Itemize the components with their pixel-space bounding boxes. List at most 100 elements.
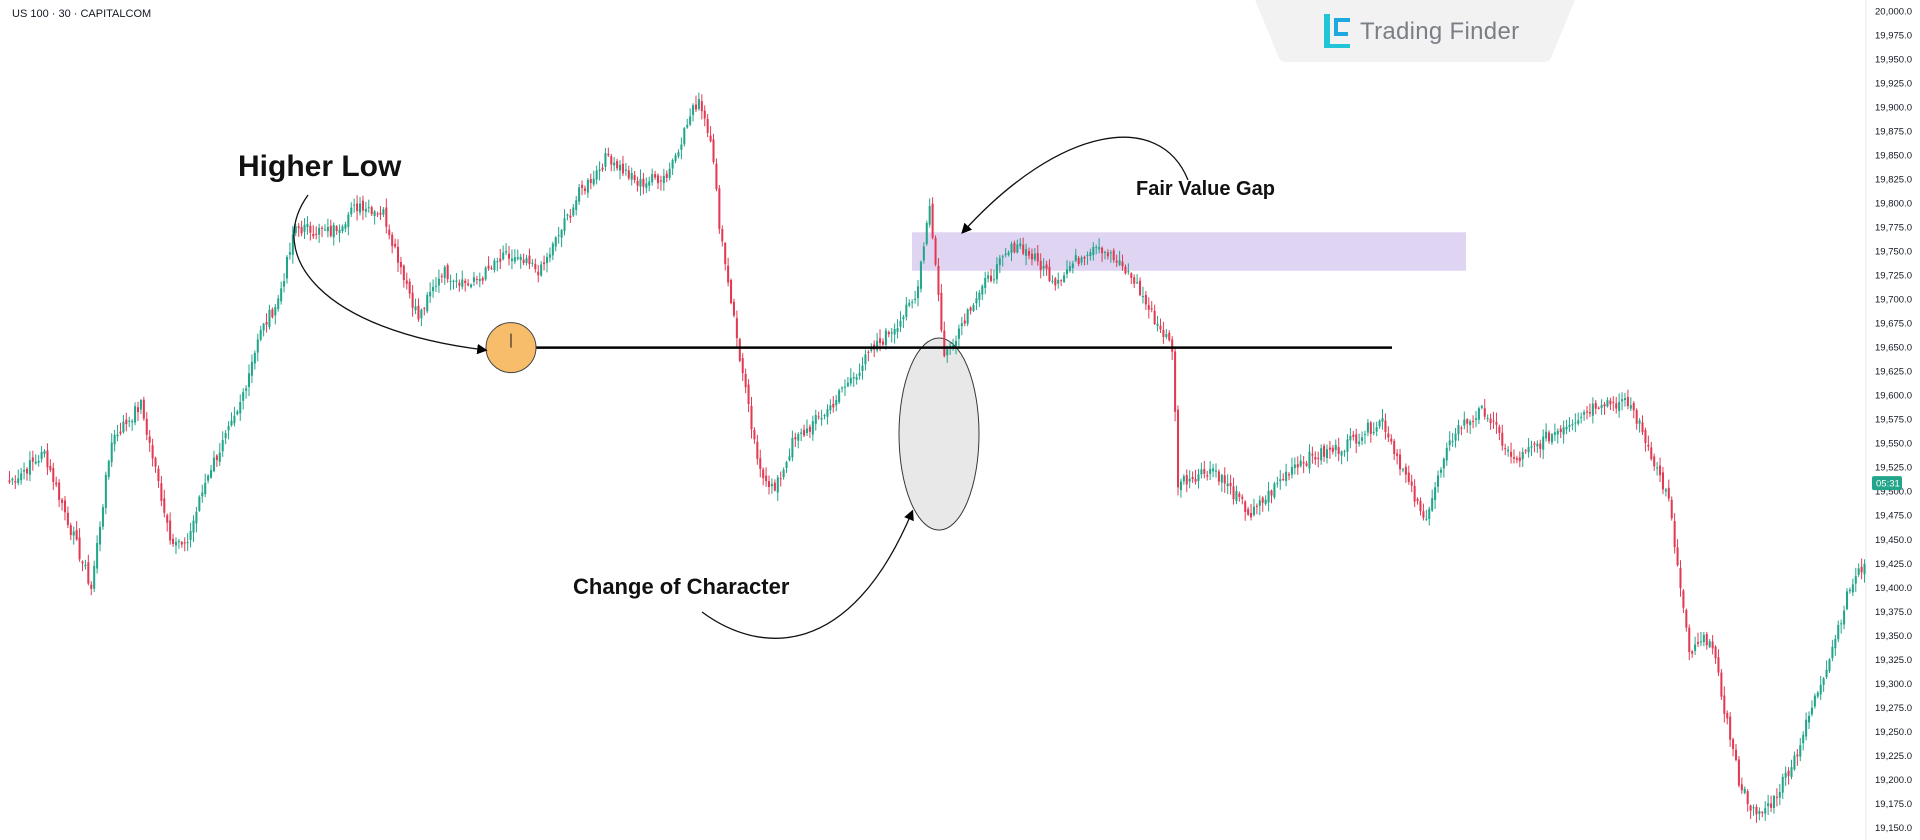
candle-body [1805, 719, 1808, 737]
candle-body [808, 426, 811, 432]
candle-body [163, 498, 166, 513]
candle-body [1226, 483, 1229, 487]
candle-body [700, 101, 703, 112]
candle-body [1781, 776, 1784, 793]
candle-body [84, 564, 87, 567]
candle-body [1328, 447, 1331, 450]
candle-body [1308, 451, 1311, 469]
candle-body [1103, 251, 1107, 253]
candle-body [25, 468, 29, 474]
candle-body [323, 229, 326, 231]
candle-body [1296, 464, 1299, 468]
candle-body [896, 328, 899, 332]
candle-body [1299, 460, 1302, 467]
candle-body [347, 214, 350, 227]
candle-body [1092, 246, 1095, 255]
candle-body [931, 203, 934, 238]
price-axis-tick-label: 19,475.0 [1875, 511, 1912, 522]
candle-body [916, 286, 920, 299]
candle-body [884, 330, 887, 346]
price-axis-tick-label: 19,800.0 [1875, 198, 1912, 209]
candle-body [1635, 410, 1638, 424]
candle-body [1396, 453, 1399, 456]
candle-body [376, 213, 379, 215]
candle-body [1118, 260, 1121, 265]
candle-body [55, 482, 58, 485]
candle-body [174, 541, 178, 546]
candle-body [1539, 443, 1542, 449]
candle-body [779, 478, 782, 480]
candle-body [545, 256, 549, 264]
candle-body [531, 262, 534, 264]
candle-body [288, 252, 291, 255]
candle-body [1404, 466, 1407, 475]
candle-body [560, 230, 563, 238]
candle-body [63, 500, 66, 513]
candle-body [356, 203, 359, 212]
candle-body [934, 237, 937, 265]
candle-body [1597, 407, 1600, 409]
candle-body [1831, 646, 1834, 659]
candle-body [1606, 400, 1609, 407]
candle-body [984, 277, 987, 288]
candle-body [1702, 634, 1705, 643]
price-axis-tick-label: 20,000.0 [1875, 6, 1912, 17]
candle-body [551, 243, 554, 256]
candle-body [829, 405, 832, 411]
candle-body [101, 507, 104, 527]
candle-body [548, 254, 551, 258]
current-price-tag [1872, 476, 1902, 491]
candle-body [1390, 438, 1393, 442]
candle-body [697, 99, 700, 109]
candle-body [537, 271, 540, 276]
candle-body [1425, 518, 1428, 520]
candle-body [1685, 610, 1688, 628]
price-axis[interactable]: 20,000.0 19,975.0 19,950.0 19,925.0 19,900.0… [1865, 0, 1920, 840]
candle-body [770, 483, 773, 487]
candle-body [735, 318, 738, 339]
candle-body [1436, 475, 1440, 487]
candle-body [283, 281, 286, 287]
candle-body [978, 292, 981, 300]
candle-body [718, 188, 721, 230]
candle-body [510, 258, 513, 261]
candle-body [1232, 486, 1235, 500]
candle-body [183, 542, 186, 544]
candle-body [1536, 443, 1539, 447]
candle-body [1594, 402, 1597, 409]
candle-body [154, 457, 157, 467]
candle-body [297, 226, 300, 229]
candle-body [785, 462, 788, 469]
candle-body [525, 258, 528, 263]
candle-body [1346, 439, 1349, 452]
candle-body [119, 431, 122, 434]
price-axis-tick-label: 19,200.0 [1875, 775, 1912, 786]
candle-body [1028, 251, 1031, 256]
candle-body [1188, 478, 1191, 482]
candle-body [1486, 417, 1489, 419]
candle-body [890, 332, 893, 334]
candle-body [586, 179, 589, 193]
candle-body [72, 531, 75, 536]
candle-body [1077, 258, 1080, 264]
candle-body [1723, 695, 1726, 714]
price-axis-tick-label: 19,275.0 [1875, 703, 1912, 714]
price-axis-tick-label: 19,900.0 [1875, 102, 1912, 113]
candle-body [803, 429, 806, 436]
candle-body [122, 421, 125, 433]
candle-body [37, 460, 40, 463]
candle-body [1176, 409, 1180, 488]
candle-body [1285, 471, 1288, 481]
candle-body [975, 298, 978, 304]
candle-body [773, 482, 776, 491]
candle-body [502, 252, 505, 260]
candle-body [1501, 432, 1504, 446]
candle-body [1647, 444, 1650, 447]
candle-body [1699, 641, 1702, 643]
candle-body [1530, 446, 1533, 448]
candle-body [1457, 425, 1460, 435]
candle-body [732, 301, 735, 316]
candle-body [1802, 734, 1805, 744]
candle-body [34, 461, 37, 464]
